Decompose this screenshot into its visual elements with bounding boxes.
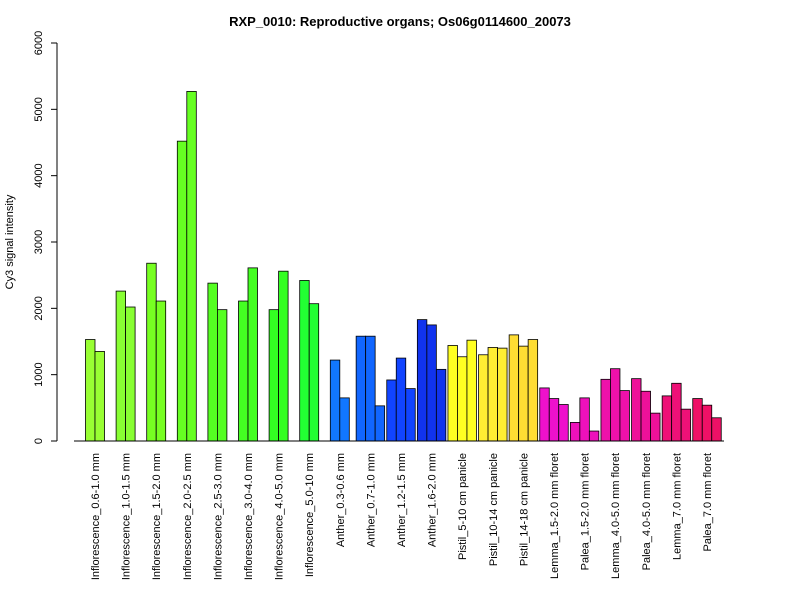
- x-tick-label: Inflorescence_3.0-4.0 mm: [243, 453, 255, 580]
- bar: [125, 306, 136, 442]
- bar: [115, 290, 126, 442]
- x-tick-label: Pistil_5-10 cm panicle: [457, 453, 469, 560]
- bar: [426, 324, 437, 442]
- bar: [558, 404, 569, 442]
- x-tick-label: Anther_1.6-2.0 mm: [427, 453, 439, 547]
- bar: [508, 334, 520, 442]
- bar: [395, 357, 407, 442]
- y-axis-label: Cy3 signal intensity: [4, 194, 16, 289]
- bar: [374, 405, 386, 442]
- bar: [216, 309, 228, 442]
- x-tick-label: Pistil_10-14 cm panicle: [488, 453, 500, 566]
- bar: [671, 382, 682, 442]
- y-tick-label: 0: [33, 438, 45, 444]
- y-tick-label: 2000: [33, 296, 45, 320]
- bar: [355, 335, 367, 442]
- bar: [600, 378, 611, 442]
- bar: [610, 368, 621, 442]
- bar: [365, 335, 376, 442]
- bar: [278, 270, 289, 442]
- bar: [631, 378, 642, 442]
- bar: [527, 339, 539, 442]
- bar: [466, 339, 477, 442]
- bar: [588, 430, 600, 442]
- x-tick-label: Inflorescence_2.5-3.0 mm: [212, 453, 224, 580]
- bar: [155, 300, 167, 442]
- x-tick-label: Anther_0.3-0.6 mm: [335, 453, 347, 547]
- x-tick-label: Inflorescence_5.0-10 mm: [304, 453, 316, 577]
- bar: [447, 345, 458, 442]
- y-tick-label: 4000: [33, 163, 45, 187]
- x-tick-label: Pistil_14-18 cm panicle: [518, 453, 530, 566]
- bar: [497, 347, 508, 442]
- x-tick-label: Lemma_7.0 mm floret: [671, 453, 683, 560]
- x-tick-label: Inflorescence_1.0-1.5 mm: [121, 453, 133, 580]
- bar: [650, 412, 661, 442]
- bar: [435, 368, 447, 442]
- x-tick-labels: Inflorescence_0.6-1.0 mm Inflorescence_1.…: [90, 453, 714, 580]
- y-tick-label: 5000: [33, 97, 45, 121]
- x-tick-label: Inflorescence_1.5-2.0 mm: [151, 453, 163, 580]
- x-tick-label: Inflorescence_0.6-1.0 mm: [90, 453, 102, 580]
- bar: [85, 339, 96, 442]
- x-tick-label: Palea_7.0 mm floret: [702, 453, 714, 551]
- bar: [339, 397, 350, 442]
- bar: [299, 280, 310, 442]
- chart-title: RXP_0010: Reproductive organs; Os06g0114…: [229, 14, 571, 29]
- bar: [640, 390, 651, 442]
- bar: [405, 388, 416, 442]
- bar: [329, 359, 341, 442]
- bar: [238, 300, 249, 442]
- bar: [548, 398, 560, 442]
- bar: [94, 351, 105, 442]
- x-tick-label: Anther_0.7-1.0 mm: [365, 453, 377, 547]
- bar: [711, 417, 722, 442]
- x-tick-label: Palea_1.5-2.0 mm floret: [580, 453, 592, 570]
- bar: [146, 262, 157, 442]
- bar: [176, 140, 188, 442]
- bar: [247, 267, 258, 442]
- bar: [539, 387, 550, 442]
- bars-layer: [85, 91, 722, 442]
- bar: [619, 390, 630, 442]
- bar: [680, 408, 692, 442]
- bar: [457, 356, 468, 442]
- bar: [661, 395, 673, 442]
- bar: [579, 397, 590, 442]
- bar: [692, 398, 703, 442]
- x-tick-label: Inflorescence_2.0-2.5 mm: [182, 453, 194, 580]
- y-tick-label: 3000: [33, 230, 45, 254]
- bar: [701, 404, 713, 442]
- x-tick-label: Lemma_1.5-2.0 mm floret: [549, 453, 561, 579]
- x-tick-label: Inflorescence_4.0-5.0 mm: [274, 453, 286, 580]
- bar: [268, 309, 280, 442]
- x-tick-label: Anther_1.2-1.5 mm: [396, 453, 408, 547]
- bar: [487, 347, 498, 442]
- bar: [186, 91, 197, 442]
- bar: [308, 303, 320, 442]
- bar: [386, 379, 397, 442]
- bar: [478, 354, 489, 442]
- x-tick-label: Palea_4.0-5.0 mm floret: [641, 453, 653, 570]
- y-tick-label: 6000: [33, 31, 45, 55]
- bar: [518, 345, 529, 442]
- y-axis: 0 1000 2000 3000 4000 5000 6000: [33, 31, 58, 444]
- bar: [207, 282, 218, 442]
- bar: [416, 319, 428, 442]
- y-tick-label: 1000: [33, 362, 45, 386]
- x-tick-label: Lemma_4.0-5.0 mm floret: [610, 453, 622, 579]
- bar: [569, 422, 581, 442]
